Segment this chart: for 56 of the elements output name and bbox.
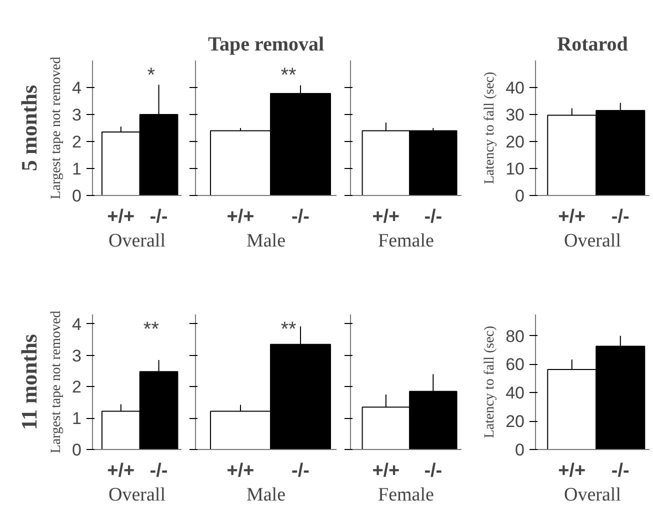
y-tick-label: 4 <box>72 78 82 98</box>
x-tick-label: +/+ <box>558 460 586 482</box>
x-axis-title: Female <box>378 230 434 252</box>
y-tick-label: 1 <box>72 409 82 428</box>
text: 5 months <box>16 84 42 172</box>
y-tick-label: 0 <box>515 186 525 206</box>
y-tick-label: 20 <box>506 132 525 152</box>
annotation: ** <box>280 64 296 86</box>
x-tick-label: -/- <box>292 460 310 482</box>
annotation: * <box>147 64 156 86</box>
chart-title: Tape removal <box>208 34 324 56</box>
y-tick-label: 0 <box>72 440 82 460</box>
x-tick-label: -/- <box>611 206 630 228</box>
x-tick-label: -/- <box>150 460 168 482</box>
x-axis-title: Male <box>246 230 286 252</box>
y-tick-label: 1 <box>72 160 82 178</box>
x-tick-label: +/+ <box>226 206 254 228</box>
y-tick-label: 60 <box>506 355 525 374</box>
y-axis-title: Latency to fall (sec) <box>482 72 498 184</box>
y-tick-label: 20 <box>506 412 525 432</box>
annotation: ** <box>280 318 296 340</box>
y-tick-label: 2 <box>72 378 82 397</box>
x-tick-label: +/+ <box>107 460 135 482</box>
x-axis-title: Overall <box>108 230 166 252</box>
y-tick-label: 30 <box>506 106 525 124</box>
y-tick-label: 10 <box>506 160 525 178</box>
y-tick-label: 3 <box>72 106 82 124</box>
y-tick-label: 2 <box>72 132 82 152</box>
x-tick-label: -/- <box>292 206 310 228</box>
annotation: ** <box>143 318 160 340</box>
x-tick-label: +/+ <box>372 206 400 228</box>
y-tick-label: 0 <box>72 186 82 206</box>
y-tick-label: 40 <box>506 78 525 98</box>
y-tick-label: 0 <box>515 440 525 460</box>
y-axis-title: Largest tape not removed <box>49 56 64 200</box>
y-tick-label: 3 <box>72 346 82 366</box>
x-axis-title: Overall <box>108 484 166 506</box>
x-tick-label: +/+ <box>107 206 135 228</box>
y-tick-label: 4 <box>72 314 82 334</box>
x-tick-label: -/- <box>150 206 168 228</box>
x-axis-title: Female <box>378 484 434 506</box>
x-tick-label: +/+ <box>372 460 400 482</box>
x-tick-label: -/- <box>424 460 442 482</box>
y-tick-label: 80 <box>506 326 525 346</box>
y-axis-title: Largest tape not removed <box>49 310 64 454</box>
x-tick-label: -/- <box>424 206 442 228</box>
text: 11 months <box>16 334 42 430</box>
y-tick-label: 40 <box>506 384 525 403</box>
x-axis-title: Overall <box>564 484 621 506</box>
x-tick-label: -/- <box>611 460 630 482</box>
chart-title: Rotarod <box>557 34 628 56</box>
x-axis-title: Overall <box>564 230 621 252</box>
x-tick-label: +/+ <box>226 460 254 482</box>
y-axis-title: Latency to fall (sec) <box>482 326 498 438</box>
x-axis-title: Male <box>246 484 286 506</box>
x-tick-label: +/+ <box>558 206 586 228</box>
